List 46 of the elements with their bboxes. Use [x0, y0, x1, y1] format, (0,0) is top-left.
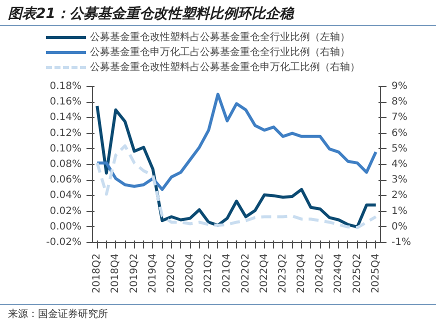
y-tick-label: 0.02% — [50, 206, 82, 217]
x-tick-label: 2024Q2 — [314, 253, 326, 294]
line-series — [96, 92, 378, 191]
y2-tick-label: 3% — [392, 174, 408, 186]
x-tick-label: 2019Q4 — [147, 253, 158, 294]
y2-tick-label: 9% — [392, 81, 408, 92]
y-tick-label: -0.02% — [46, 237, 82, 248]
line-series — [96, 144, 378, 230]
x-tick-label: 2020Q4 — [184, 253, 196, 294]
y2-tick-label: 4% — [392, 159, 408, 170]
x-tick-label: 2018Q2 — [92, 253, 103, 294]
y2-tick-label: 7% — [392, 112, 408, 124]
legend-label: 公募基金重仓申万化工占公募基金重仓全行业比例（右轴） — [89, 46, 351, 60]
y2-tick-label: 5% — [392, 143, 408, 154]
x-tick-label: 2025Q4 — [370, 253, 382, 294]
legend-label: 公募基金重仓改性塑料占公募基金重仓申万化工比例（右轴） — [89, 60, 360, 75]
source-note: 来源：国金证券研究所 — [8, 308, 108, 322]
y-tick-label: 0.04% — [50, 190, 82, 202]
x-tick-label: 2020Q2 — [166, 253, 177, 294]
y2-tick-label: -1% — [392, 237, 411, 248]
x-tick-label: 2018Q4 — [110, 253, 122, 294]
y-tick-label: 0.14% — [50, 112, 82, 124]
y-tick-label: 0.10% — [50, 143, 82, 154]
x-tick-label: 2023Q2 — [277, 253, 288, 294]
x-tick-label: 2025Q2 — [352, 253, 363, 294]
y-tick-label: 0.00% — [50, 221, 82, 232]
x-tick-label: 2022Q2 — [240, 253, 252, 294]
y2-tick-label: 6% — [392, 128, 408, 139]
y-tick-label: 0.18% — [50, 81, 82, 92]
x-tick-label: 2022Q4 — [258, 253, 270, 294]
x-tick-label: 2021Q2 — [203, 253, 214, 294]
x-tick-label: 2024Q4 — [333, 253, 344, 294]
y2-tick-label: 2% — [392, 190, 408, 202]
legend-label: 公募基金重仓改性塑料占公募基金重仓全行业比例（左轴） — [89, 30, 351, 45]
y2-tick-label: 1% — [392, 206, 408, 217]
y2-tick-label: 8% — [392, 96, 408, 108]
x-tick-label: 2019Q2 — [128, 253, 140, 294]
x-tick-label: 2021Q4 — [222, 253, 233, 294]
y2-tick-label: 0% — [392, 221, 408, 232]
x-tick-label: 2023Q4 — [296, 253, 308, 294]
y-tick-label: 0.06% — [50, 174, 82, 186]
y-tick-label: 0.16% — [50, 96, 82, 108]
line-series — [96, 104, 378, 228]
chart-title: 图表21：公募基金重仓改性塑料比例环比企稳 — [8, 4, 294, 24]
y-tick-label: 0.12% — [50, 128, 82, 139]
y-tick-label: 0.08% — [50, 159, 82, 170]
